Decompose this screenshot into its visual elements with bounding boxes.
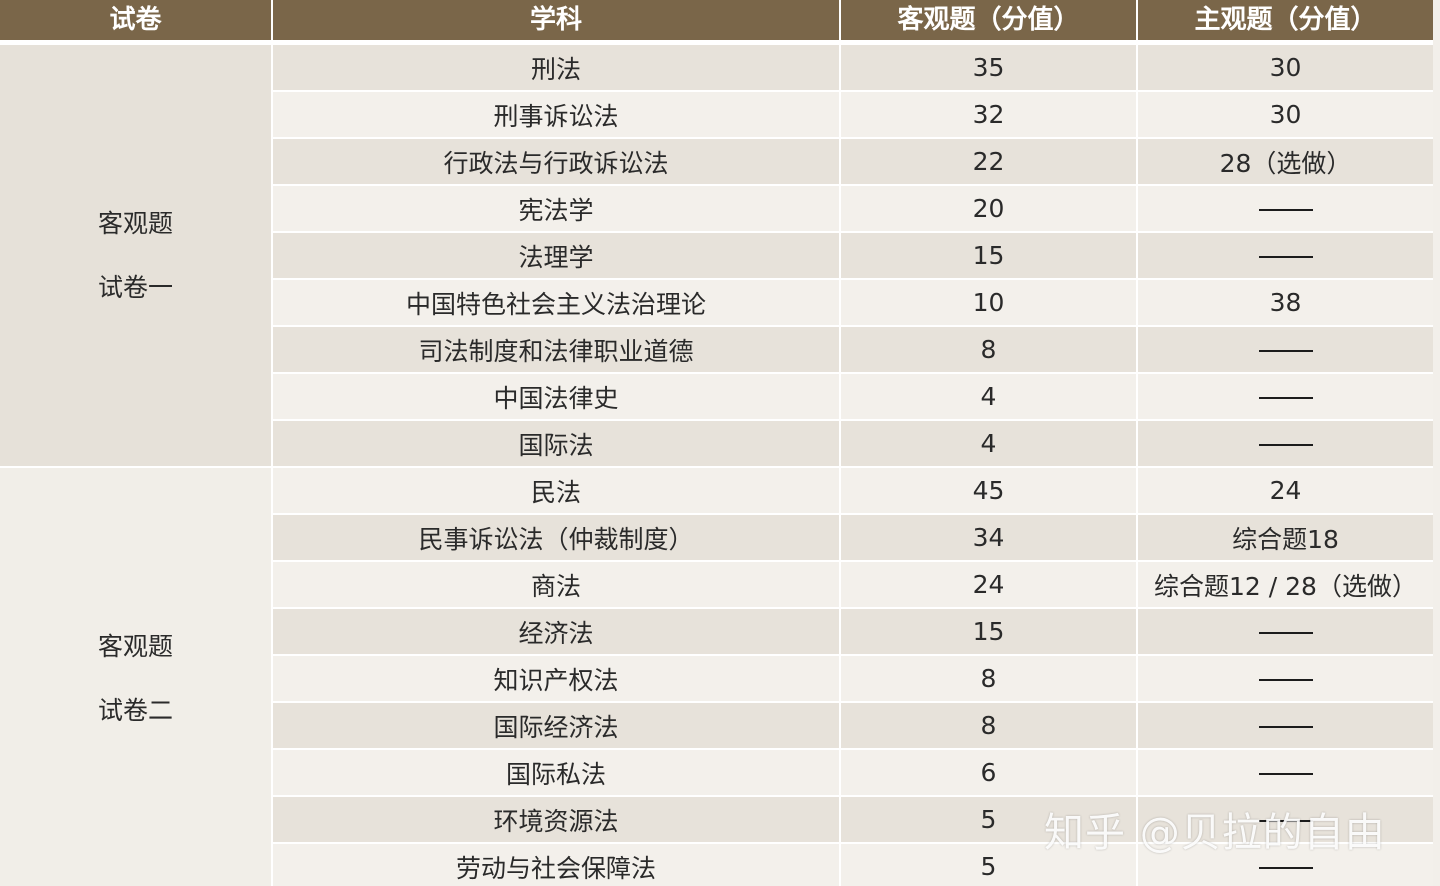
objective-score-cell: 5 xyxy=(840,796,1138,844)
subject-cell: 民法 xyxy=(272,467,841,515)
objective-score-cell: 5 xyxy=(840,843,1138,886)
dash-mark xyxy=(1258,679,1313,681)
objective-score-cell: 6 xyxy=(840,749,1138,797)
subjective-score-cell xyxy=(1137,843,1433,886)
objective-score-cell: 24 xyxy=(840,561,1138,609)
subjective-score-cell xyxy=(1137,373,1433,421)
objective-score-cell: 34 xyxy=(840,514,1138,562)
subjective-score-cell xyxy=(1137,420,1433,468)
table-row: 行政法与行政诉讼法 22 28（选做） xyxy=(0,138,1433,186)
subject-cell: 知识产权法 xyxy=(272,655,841,703)
subjective-score-cell: 38 xyxy=(1137,279,1433,327)
table-row: 知识产权法 8 xyxy=(0,655,1433,703)
subjective-score-cell: 综合题18 xyxy=(1137,514,1433,562)
dash-mark xyxy=(1258,397,1313,399)
paper-group-line2: 试卷一 xyxy=(97,272,173,302)
table-row: 国际私法 6 xyxy=(0,749,1433,797)
header-objective-score: 客观题（分值） xyxy=(840,0,1138,45)
table-row: 司法制度和法律职业道德 8 xyxy=(0,326,1433,374)
objective-score-cell: 32 xyxy=(840,91,1138,139)
table-row: 国际法 4 xyxy=(0,420,1433,468)
header-subject: 学科 xyxy=(272,0,841,45)
objective-score-cell: 15 xyxy=(840,232,1138,280)
objective-score-cell: 22 xyxy=(840,138,1138,186)
table-row: 民事诉讼法（仲裁制度） 34 综合题18 xyxy=(0,514,1433,562)
paper-group-label: 客观题 试卷二 xyxy=(0,467,273,886)
watermark: 知乎 @贝拉的自由 xyxy=(1044,810,1386,856)
subject-cell: 环境资源法 xyxy=(272,796,841,844)
subjective-score-cell xyxy=(1137,655,1433,703)
dash-mark xyxy=(1258,820,1313,822)
subject-cell: 宪法学 xyxy=(272,185,841,233)
table-row: 法理学 15 xyxy=(0,232,1433,280)
subjective-score-cell xyxy=(1137,326,1433,374)
subject-cell: 刑法 xyxy=(272,42,841,92)
subject-cell: 国际经济法 xyxy=(272,702,841,750)
table-row: 商法 24 综合题12 / 28（选做） xyxy=(0,561,1433,609)
subjective-score-cell: 30 xyxy=(1137,91,1433,139)
paper-group-label: 客观题 试卷一 xyxy=(0,42,273,468)
subject-cell: 法理学 xyxy=(272,232,841,280)
table-row: 刑事诉讼法 32 30 xyxy=(0,91,1433,139)
objective-score-cell: 35 xyxy=(840,42,1138,92)
subjective-score-cell xyxy=(1137,608,1433,656)
table-row: 中国法律史 4 xyxy=(0,373,1433,421)
paper-group-line2: 试卷二 xyxy=(97,695,173,725)
table-row: 宪法学 20 xyxy=(0,185,1433,233)
subject-cell: 国际法 xyxy=(272,420,841,468)
objective-score-cell: 10 xyxy=(840,279,1138,327)
table-row: 经济法 15 xyxy=(0,608,1433,656)
objective-score-cell: 8 xyxy=(840,655,1138,703)
dash-mark xyxy=(1258,726,1313,728)
subjective-score-cell xyxy=(1137,702,1433,750)
subjective-score-cell: 30 xyxy=(1137,42,1433,92)
table-row: 客观题 试卷一 刑法 35 30 xyxy=(0,42,1433,468)
subject-cell: 中国特色社会主义法治理论 xyxy=(272,279,841,327)
subject-cell: 劳动与社会保障法 xyxy=(272,843,841,886)
subject-cell: 国际私法 xyxy=(272,749,841,797)
subjective-score-cell xyxy=(1137,232,1433,280)
objective-score-cell: 4 xyxy=(840,420,1138,468)
subject-cell: 经济法 xyxy=(272,608,841,656)
dash-mark xyxy=(1258,773,1313,775)
paper-group-line1: 客观题 xyxy=(97,208,173,238)
subject-cell: 民事诉讼法（仲裁制度） xyxy=(272,514,841,562)
header-paper: 试卷 xyxy=(0,0,273,45)
objective-score-cell: 8 xyxy=(840,702,1138,750)
dash-mark xyxy=(1258,867,1313,869)
dash-mark xyxy=(1258,350,1313,352)
table-row: 环境资源法 5 xyxy=(0,796,1433,844)
dash-mark xyxy=(1258,209,1313,211)
dash-mark xyxy=(1258,632,1313,634)
subject-cell: 行政法与行政诉讼法 xyxy=(272,138,841,186)
table-row: 国际经济法 8 xyxy=(0,702,1433,750)
objective-score-cell: 45 xyxy=(840,467,1138,515)
header-subjective-score: 主观题（分值） xyxy=(1137,0,1433,45)
subjective-score-cell xyxy=(1137,185,1433,233)
table-row: 客观题 试卷二 民法 45 24 xyxy=(0,467,1433,886)
subjective-score-cell: 28（选做） xyxy=(1137,138,1433,186)
objective-score-cell: 20 xyxy=(840,185,1138,233)
objective-score-cell: 4 xyxy=(840,373,1138,421)
objective-score-cell: 8 xyxy=(840,326,1138,374)
table-row: 劳动与社会保障法 5 xyxy=(0,843,1433,886)
subject-cell: 中国法律史 xyxy=(272,373,841,421)
subject-cell: 刑事诉讼法 xyxy=(272,91,841,139)
subjective-score-cell: 24 xyxy=(1137,467,1433,515)
objective-score-cell: 15 xyxy=(840,608,1138,656)
subjective-score-cell xyxy=(1137,796,1433,844)
table-row: 中国特色社会主义法治理论 10 38 xyxy=(0,279,1433,327)
table-header-row: 试卷 学科 客观题（分值） 主观题（分值） xyxy=(0,0,1433,45)
dash-mark xyxy=(1258,256,1313,258)
subjective-score-cell xyxy=(1137,749,1433,797)
subject-cell: 商法 xyxy=(272,561,841,609)
subjective-score-cell: 综合题12 / 28（选做） xyxy=(1137,561,1433,609)
table-body: 客观题 试卷一 刑法 35 30 刑事诉讼法 32 30 行政法与行政诉讼法 22 28（选做） 宪法… xyxy=(0,42,1433,886)
dash-mark xyxy=(1258,444,1313,446)
subject-cell: 司法制度和法律职业道德 xyxy=(272,326,841,374)
paper-group-line1: 客观题 xyxy=(97,631,173,661)
